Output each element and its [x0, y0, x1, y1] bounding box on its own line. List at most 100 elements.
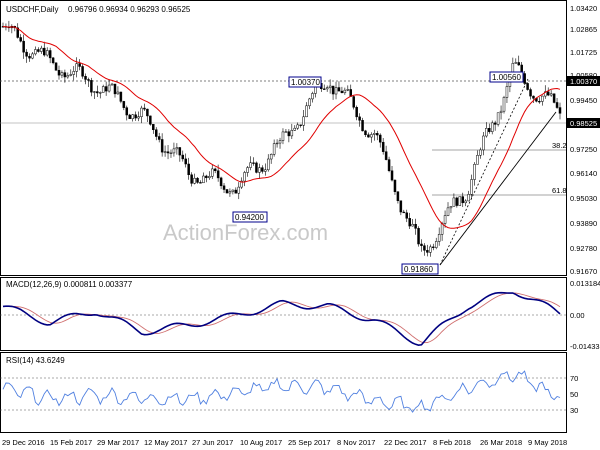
- candle-body: [119, 91, 123, 102]
- macd-line: [2, 291, 561, 347]
- candle-body: [284, 131, 288, 133]
- candle-body: [517, 62, 520, 66]
- x-tick-label: 12 May 2017: [144, 438, 187, 447]
- price-tick-label: 1.00580: [570, 71, 597, 80]
- candle-body: [367, 134, 370, 138]
- candle-body: [154, 129, 158, 137]
- candle-body: [69, 74, 73, 76]
- x-tick-label: 8 Nov 2017: [337, 438, 375, 447]
- candle-body: [532, 95, 535, 99]
- price-tick-label: 0.92780: [570, 244, 597, 253]
- candle-body: [346, 89, 350, 91]
- candle-body: [51, 57, 55, 64]
- candle-body: [399, 200, 403, 213]
- candle-body: [420, 243, 423, 246]
- candle-body: [231, 189, 235, 192]
- candle-body: [476, 155, 479, 165]
- candle-body: [166, 151, 170, 154]
- price-tick-label: 0.97250: [570, 145, 597, 154]
- candle-body: [523, 73, 526, 84]
- fib-618-label: 61.8: [552, 186, 567, 195]
- candle-body: [496, 112, 500, 125]
- last-price-tag: [567, 118, 600, 128]
- rsi-title: RSI(14) 43.6249: [6, 356, 65, 365]
- candle-body: [352, 96, 355, 108]
- candle-body: [373, 133, 376, 135]
- candle-body: [538, 100, 541, 103]
- candle-body: [208, 176, 211, 179]
- candle-body: [499, 110, 503, 114]
- annotation-100370: 1.00370: [288, 76, 322, 88]
- candle-body: [264, 169, 267, 172]
- price-panel-frame: [0, 0, 567, 276]
- candle-body: [470, 179, 473, 195]
- price-tick-label: 1.01725: [570, 48, 597, 57]
- annotation-box: [232, 211, 268, 223]
- candle-body: [137, 116, 140, 119]
- moving-average-line: [2, 26, 561, 229]
- candle-body: [152, 124, 155, 130]
- candle-body: [529, 89, 532, 97]
- candle-body: [443, 215, 447, 224]
- candle-body: [205, 175, 208, 179]
- candle-body: [34, 49, 37, 55]
- candle-body: [417, 228, 420, 245]
- candle-body: [322, 88, 326, 90]
- candle-body: [258, 167, 261, 173]
- candle-body: [272, 143, 276, 155]
- x-tick-label: 27 Jun 2017: [192, 438, 233, 447]
- candle-body: [169, 152, 173, 154]
- candle-body: [355, 106, 358, 118]
- candle-body: [101, 86, 105, 93]
- candle-body: [437, 234, 441, 242]
- candle-body: [384, 151, 388, 160]
- x-tick-label: 29 Mar 2017: [97, 438, 139, 447]
- candle-body: [140, 107, 143, 117]
- candle-body: [396, 191, 400, 201]
- candle-body: [25, 51, 28, 57]
- macd-tick-label: -0.014339: [570, 342, 600, 351]
- price-tick-label: 0.99450: [570, 96, 597, 105]
- x-axis: 29 Dec 2016 15 Feb 2017 29 Mar 2017 12 M…: [2, 438, 567, 447]
- candle-body: [555, 102, 559, 108]
- candle-body: [31, 53, 34, 59]
- candle-body: [299, 124, 302, 126]
- candle-body: [81, 66, 84, 77]
- annotation-box: [288, 76, 322, 88]
- candle-body: [328, 85, 332, 88]
- candle-body: [16, 27, 19, 38]
- x-tick-label: 15 Feb 2017: [50, 438, 92, 447]
- candle-body: [349, 89, 353, 97]
- candle-body: [93, 91, 96, 93]
- candle-body: [99, 92, 102, 94]
- candle-body: [546, 91, 550, 96]
- price-tick-label: 0.93890: [570, 219, 597, 228]
- candle-body: [390, 170, 394, 181]
- symbol-label: USDCHF,Daily: [6, 5, 58, 14]
- candle-body: [302, 116, 305, 126]
- candle-body: [175, 147, 179, 150]
- candle-body: [96, 91, 99, 94]
- candle-body: [134, 114, 137, 119]
- candle-body: [160, 139, 164, 153]
- candle-body: [187, 163, 190, 176]
- candle-body: [426, 250, 429, 253]
- candle-body: [402, 211, 406, 214]
- candle-body: [552, 93, 556, 103]
- level-price-tag: [567, 76, 600, 86]
- candle-body: [43, 47, 46, 56]
- candle-body: [190, 174, 193, 184]
- candle-body: [222, 185, 226, 190]
- candle-body: [22, 40, 25, 53]
- candle-body: [467, 194, 470, 202]
- candle-body: [66, 75, 70, 78]
- candle-body: [376, 133, 379, 136]
- annotation-100560: 1.00560: [489, 71, 524, 83]
- x-tick-label: 22 Dec 2017: [384, 438, 427, 447]
- candle-body: [213, 168, 217, 171]
- candle-body: [293, 127, 297, 131]
- candle-body: [216, 170, 220, 179]
- candle-body: [37, 49, 40, 52]
- price-tick-label: 1.03420: [570, 4, 597, 13]
- candle-body: [90, 80, 93, 93]
